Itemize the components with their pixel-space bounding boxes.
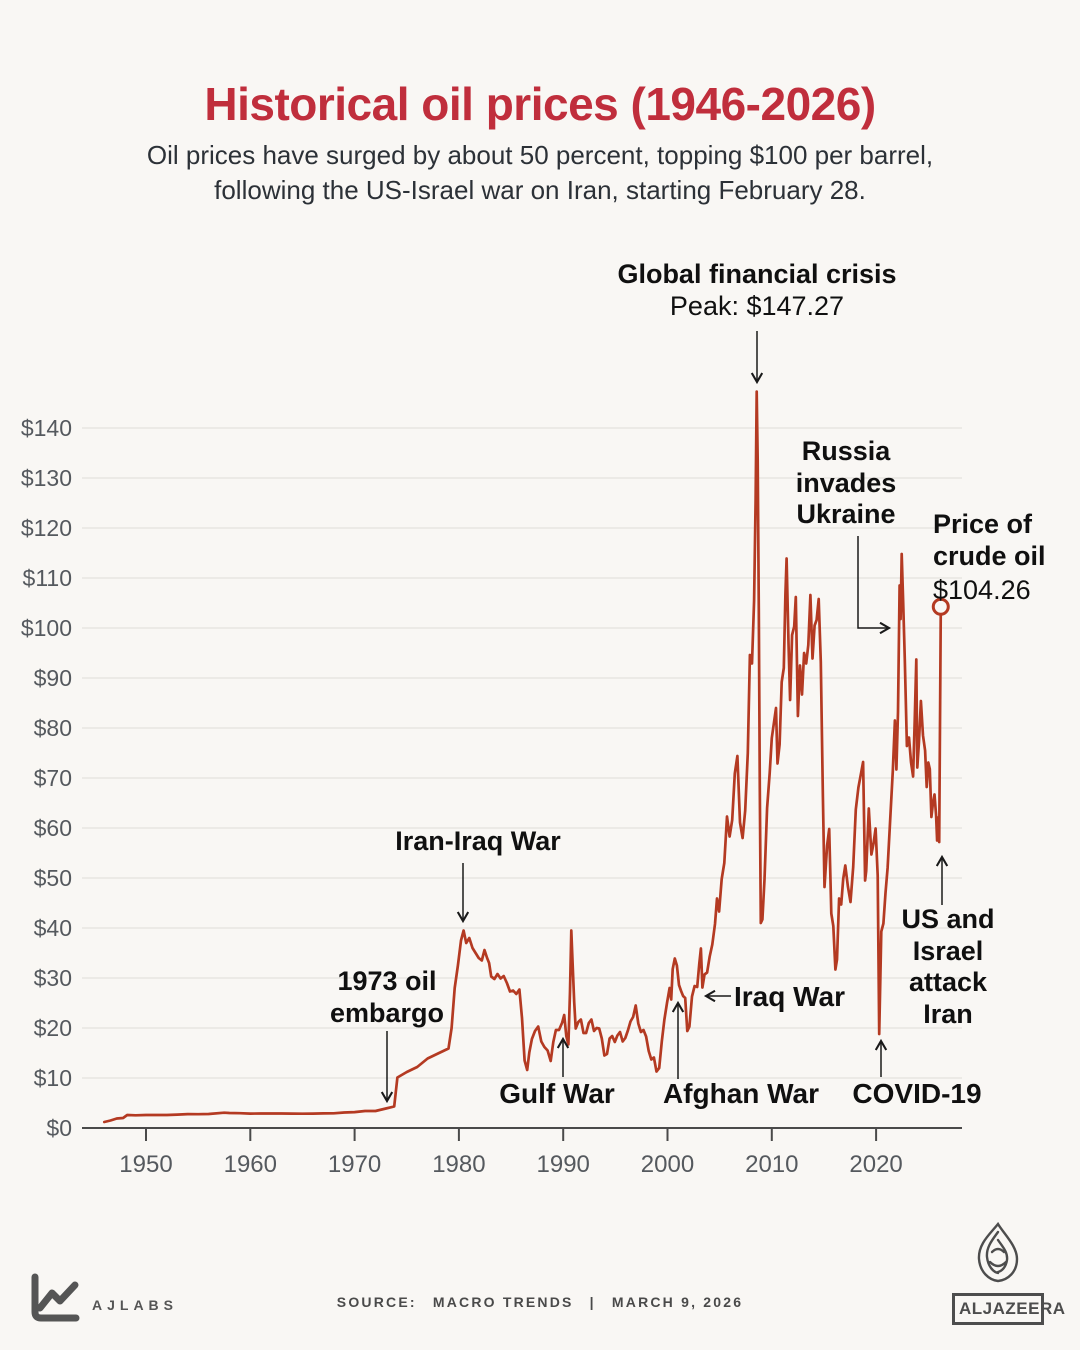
y-axis-label: $30: [34, 965, 72, 991]
y-axis-label: $50: [34, 865, 72, 891]
annotation-text: Price of: [933, 509, 1033, 539]
annotation-text: Gulf War: [499, 1078, 615, 1109]
annotation-text: Iran-Iraq War: [395, 826, 561, 856]
y-axis-label: $110: [23, 565, 72, 591]
y-axis-label: $130: [21, 465, 72, 491]
annotation-afghan-war: Afghan War: [663, 1078, 819, 1111]
annotation-iran-iraq-war: Iran-Iraq War: [395, 826, 561, 858]
x-axis-label: 1950: [119, 1151, 172, 1178]
y-axis-label: $20: [34, 1015, 72, 1041]
aljazeera-logo: ALJAZEERA: [952, 1221, 1065, 1325]
source-value: MACRO TRENDS: [432, 1294, 574, 1310]
y-axis-label: $60: [34, 815, 72, 841]
annotation-text: Israel: [912, 935, 984, 966]
x-axis-label: 2010: [745, 1151, 798, 1178]
x-axis-label: 1980: [432, 1151, 485, 1178]
x-axis-label: 1970: [328, 1151, 381, 1178]
aljazeera-flame-icon: [970, 1221, 1026, 1288]
y-axis-label: $120: [21, 515, 72, 541]
annotation-text: Global financial crisis: [617, 259, 897, 289]
x-axis-label: 1960: [224, 1151, 277, 1178]
annotation-text: Iraq War: [734, 981, 845, 1012]
annotation-1973-oil-embargo: 1973 oil embargo: [330, 966, 444, 1029]
annotation-covid-19: COVID-19: [852, 1078, 981, 1111]
annotation-text: Iran: [923, 998, 973, 1029]
x-axis-label: 1990: [537, 1151, 590, 1178]
source-line: SOURCE: MACRO TRENDS | MARCH 9, 2026: [0, 1294, 1080, 1310]
source-separator: |: [589, 1294, 596, 1310]
annotation-text: 1973 oil: [337, 966, 437, 996]
page-subtitle: Oil prices have surged by about 50 perce…: [0, 138, 1080, 207]
ajlabs-logo: AJLABS: [28, 1272, 178, 1329]
y-axis-label: $70: [34, 765, 72, 791]
annotation-current-price: $104.26: [933, 575, 1031, 606]
y-axis-label: $0: [46, 1115, 72, 1141]
x-axis-label: 2020: [849, 1151, 902, 1178]
y-axis-label: $80: [34, 715, 72, 741]
annotation-price-of-crude-oil: Price of crude oil $104.26: [933, 509, 1046, 607]
subtitle-line-2: following the US-Israel war on Iran, sta…: [214, 174, 866, 205]
source-label: SOURCE:: [336, 1294, 417, 1310]
y-axis-label: $140: [21, 415, 72, 441]
arrow-russia-invades-ukraine: [857, 536, 889, 628]
annotation-text: embargo: [329, 997, 445, 1028]
annotation-gulf-war: Gulf War: [499, 1078, 615, 1111]
line-chart-icon: [28, 1272, 82, 1329]
annotation-text: Ukraine: [796, 499, 896, 530]
end-marker: [931, 597, 950, 616]
annotation-text: crude oil: [933, 540, 1046, 571]
annotation-text: attack: [908, 967, 988, 998]
annotation-text: invades: [795, 467, 897, 498]
annotation-peak-value: Peak: $147.27: [669, 290, 845, 321]
price-line: [102, 390, 943, 1124]
y-axis-label: $100: [21, 615, 72, 641]
ajlabs-label: AJLABS: [92, 1297, 179, 1313]
annotation-text: US and: [901, 904, 995, 934]
page-title: Historical oil prices (1946-2026): [204, 77, 876, 130]
annotation-iraq-war: Iraq War: [734, 981, 845, 1014]
subtitle-line-1: Oil prices have surged by about 50 perce…: [146, 140, 934, 170]
annotation-text: Afghan War: [662, 1078, 820, 1109]
annotation-text: COVID-19: [852, 1078, 982, 1109]
source-date: MARCH 9, 2026: [611, 1294, 744, 1310]
annotation-global-financial-crisis: Global financial crisis Peak: $147.27: [617, 259, 896, 322]
y-axis-label: $10: [34, 1065, 72, 1091]
aljazeera-wordmark: ALJAZEERA: [952, 1293, 1065, 1325]
y-axis-label: $90: [34, 665, 72, 691]
y-axis-label: $40: [34, 915, 72, 941]
annotation-russia-invades-ukraine: Russia invades Ukraine: [796, 436, 897, 531]
annotation-text: Russia: [801, 436, 891, 466]
x-axis-label: 2000: [641, 1151, 694, 1178]
annotation-us-israel-attack-iran: US and Israel attack Iran: [901, 904, 994, 1030]
